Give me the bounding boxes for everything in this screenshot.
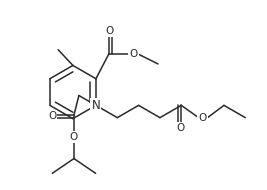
Text: O: O [198, 113, 207, 123]
Text: O: O [70, 132, 78, 142]
Text: O: O [176, 123, 184, 133]
Text: O: O [48, 111, 56, 121]
Text: N: N [92, 99, 100, 112]
Text: O: O [106, 26, 114, 36]
Text: O: O [129, 49, 138, 59]
